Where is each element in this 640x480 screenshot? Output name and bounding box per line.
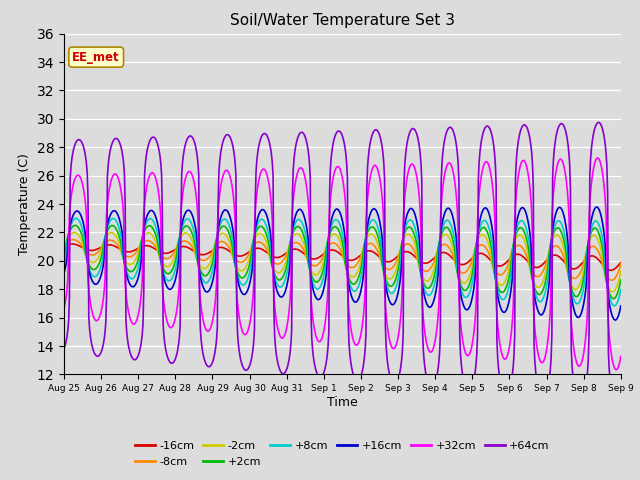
-16cm — [607, 267, 614, 273]
+8cm — [60, 261, 68, 267]
-2cm — [60, 248, 68, 253]
+32cm — [410, 163, 418, 169]
+64cm — [595, 120, 602, 125]
-16cm — [214, 245, 222, 251]
+32cm — [214, 227, 221, 233]
-16cm — [617, 260, 625, 265]
+2cm — [185, 224, 193, 230]
-16cm — [411, 253, 419, 259]
-2cm — [617, 268, 625, 274]
Legend: -16cm, -8cm, -2cm, +2cm, +8cm, +16cm, +32cm, +64cm: -16cm, -8cm, -2cm, +2cm, +8cm, +16cm, +3… — [131, 437, 554, 471]
+32cm — [184, 169, 192, 175]
+64cm — [60, 346, 68, 351]
+2cm — [428, 282, 435, 288]
-8cm — [128, 253, 136, 259]
Line: +8cm: +8cm — [64, 218, 621, 306]
Line: +32cm: +32cm — [64, 158, 621, 370]
+16cm — [70, 211, 78, 216]
Title: Soil/Water Temperature Set 3: Soil/Water Temperature Set 3 — [230, 13, 455, 28]
-16cm — [185, 245, 193, 251]
-2cm — [214, 234, 222, 240]
+16cm — [184, 207, 192, 213]
+32cm — [70, 179, 78, 184]
+64cm — [184, 135, 192, 141]
Line: +2cm: +2cm — [64, 226, 621, 299]
+32cm — [60, 306, 68, 312]
+32cm — [617, 353, 625, 359]
-8cm — [214, 240, 222, 246]
Y-axis label: Temperature (C): Temperature (C) — [18, 153, 31, 255]
+2cm — [60, 253, 68, 259]
+16cm — [617, 303, 625, 309]
-2cm — [411, 241, 419, 247]
+64cm — [70, 144, 78, 150]
-8cm — [607, 277, 615, 283]
+64cm — [410, 126, 418, 132]
Line: -16cm: -16cm — [64, 244, 621, 270]
-8cm — [185, 240, 193, 246]
+16cm — [426, 304, 434, 310]
-2cm — [71, 229, 79, 235]
Line: +64cm: +64cm — [64, 122, 621, 405]
-2cm — [185, 232, 193, 238]
+32cm — [594, 155, 602, 161]
-16cm — [128, 248, 136, 254]
-2cm — [128, 261, 136, 267]
Line: +16cm: +16cm — [64, 207, 621, 320]
-2cm — [70, 229, 78, 235]
+2cm — [71, 223, 79, 228]
+16cm — [410, 209, 418, 215]
X-axis label: Time: Time — [327, 396, 358, 409]
+2cm — [128, 268, 136, 274]
+32cm — [127, 319, 135, 324]
+64cm — [127, 353, 135, 359]
-8cm — [60, 244, 68, 250]
+2cm — [70, 223, 78, 228]
Line: -8cm: -8cm — [64, 240, 621, 280]
+8cm — [70, 216, 78, 222]
+64cm — [426, 384, 434, 390]
+16cm — [60, 270, 68, 276]
+8cm — [185, 216, 193, 222]
+32cm — [426, 349, 434, 355]
+16cm — [127, 283, 135, 289]
-16cm — [68, 241, 76, 247]
-8cm — [71, 237, 79, 243]
Line: -2cm: -2cm — [64, 232, 621, 291]
+8cm — [611, 303, 618, 309]
+8cm — [128, 276, 136, 282]
Text: EE_met: EE_met — [72, 51, 120, 64]
+8cm — [72, 216, 80, 221]
+2cm — [214, 230, 222, 236]
+16cm — [593, 204, 600, 210]
+32cm — [612, 367, 620, 372]
+8cm — [411, 225, 419, 230]
+16cm — [214, 232, 221, 238]
-8cm — [411, 249, 419, 255]
+64cm — [617, 397, 625, 403]
-16cm — [428, 258, 435, 264]
-16cm — [71, 241, 79, 247]
+2cm — [411, 233, 419, 239]
+64cm — [613, 402, 621, 408]
+8cm — [214, 228, 222, 234]
+2cm — [617, 277, 625, 283]
-8cm — [617, 261, 625, 266]
+8cm — [428, 291, 435, 297]
+64cm — [214, 324, 221, 330]
+16cm — [612, 317, 620, 323]
-2cm — [428, 274, 435, 280]
-2cm — [609, 288, 616, 294]
+8cm — [617, 287, 625, 292]
-8cm — [428, 264, 435, 270]
-8cm — [70, 237, 77, 242]
-16cm — [60, 243, 68, 249]
+2cm — [610, 296, 618, 301]
